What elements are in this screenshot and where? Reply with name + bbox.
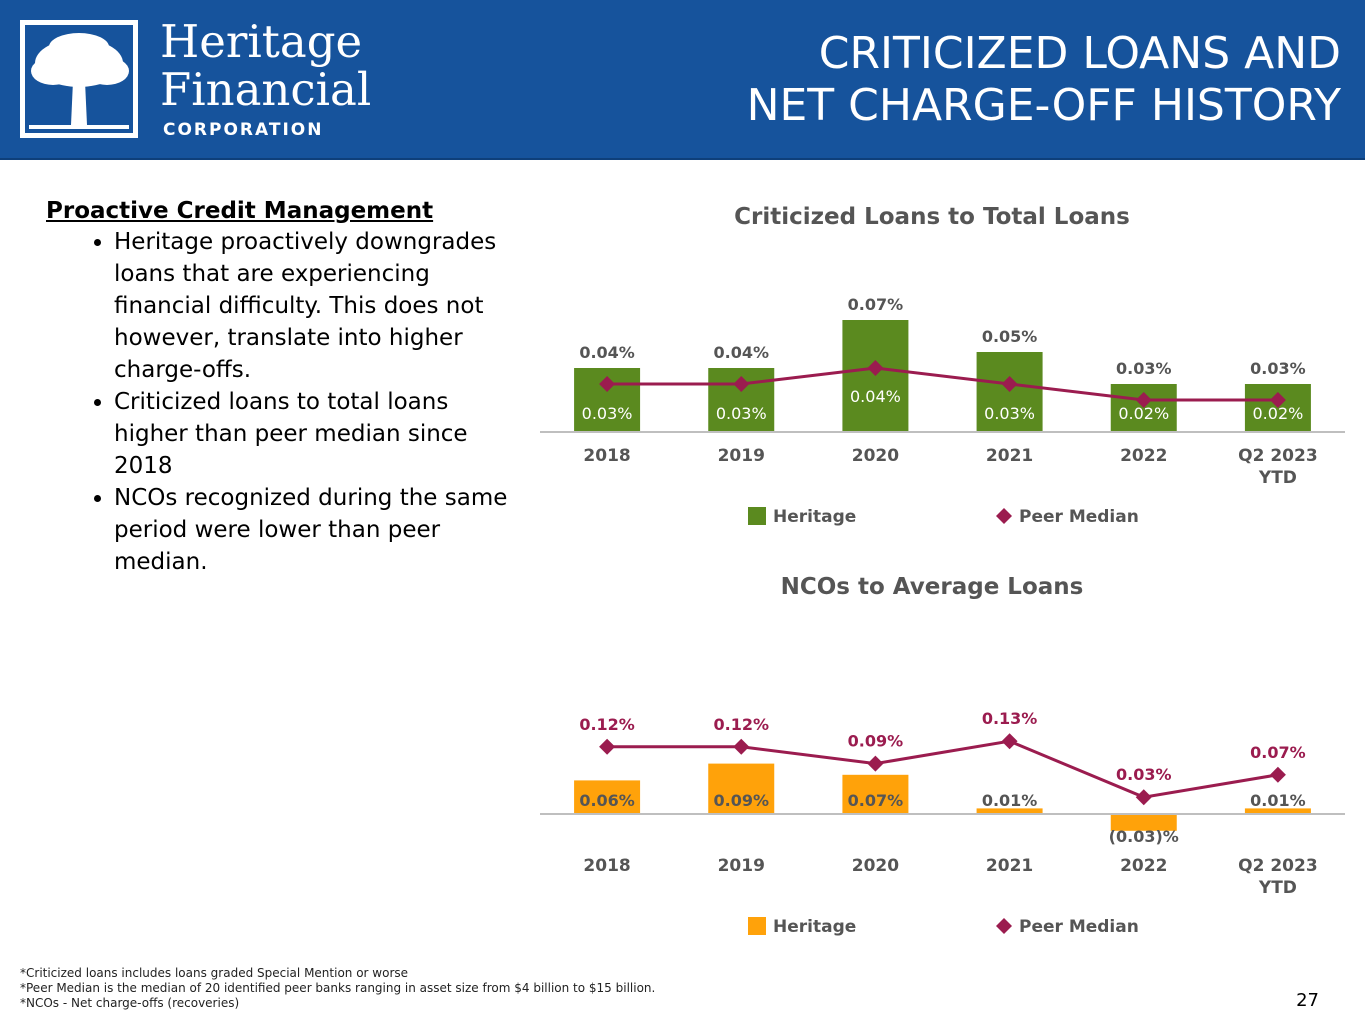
category-label: 2021 [986,446,1033,466]
legend-heritage-label: Heritage [773,507,856,527]
bar-label: 0.05% [982,327,1038,346]
peer-median-point [1001,733,1018,750]
commentary-bullet-3: NCOs recognized during the same period w… [114,482,516,578]
peer-median-line [607,739,1279,799]
bar-label: 0.03% [1116,359,1172,378]
peer-median-label: 0.12% [579,715,635,734]
logo-line1: Heritage [160,15,363,68]
peer-median-point [1269,392,1286,408]
peer-median-point [599,376,616,392]
title-line2: NET CHARGE-OFF HISTORY [746,80,1341,131]
category-label: YTD [1258,468,1297,488]
chart-title: Criticized Loans to Total Loans [734,204,1130,230]
logo-line2: Financial [160,63,372,116]
footnote-3: *NCOs - Net charge-offs (recoveries) [20,996,240,1010]
page-title: CRITICIZED LOANS AND NET CHARGE-OFF HIST… [747,28,1341,132]
legend-peer-median-label: Peer Median [1019,507,1139,527]
peer-median-point [1269,766,1286,783]
criticized-loans-chart: Criticized Loans to Total Loans 0.04% 0.04… [540,204,1345,527]
category-label: 2018 [583,446,630,466]
peer-median-point [1001,376,1018,392]
peer-median-label: 0.13% [982,709,1038,728]
commentary-list: Heritage proactively downgrades loans th… [46,226,516,578]
peer-median-point [867,755,884,772]
category-label: Q2 2023 [1238,446,1318,466]
legend-heritage-swatch [748,917,766,935]
logo-box [20,20,138,138]
logo-corporation: CORPORATION [163,120,324,140]
bar-label: 0.06% [579,791,635,810]
peer-median-label: 0.07% [1250,743,1306,762]
peer-median-label: 0.03% [716,404,767,423]
tree-logo-icon [25,25,133,133]
bar-2020 [842,320,909,432]
legend-peer-median-marker [996,508,1012,524]
footnotes: *Criticized loans includes loans graded … [20,966,655,1011]
bar-label: 0.04% [713,343,769,362]
legend-heritage-swatch [748,507,766,525]
category-label: 2019 [718,446,765,466]
bar-label: 0.07% [848,295,904,314]
chart-title: NCOs to Average Loans [781,574,1084,600]
bar-q2-2023-ytd [1244,384,1311,432]
category-label: 2021 [986,856,1033,876]
peer-median-label: 0.03% [984,404,1035,423]
bar-label: 0.07% [848,791,904,810]
bar-2021 [976,352,1043,432]
peer-median-label: 0.02% [1118,404,1169,423]
legend-peer-median-label: Peer Median [1019,917,1139,937]
category-label: 2020 [852,446,899,466]
bar-2020 [842,774,909,814]
title-line1: CRITICIZED LOANS AND [818,28,1341,79]
category-label: 2022 [1120,856,1167,876]
category-label: Q2 2023 [1238,856,1318,876]
legend-heritage-label: Heritage [773,917,856,937]
bar-2021 [976,808,1043,814]
peer-median-label: 0.03% [582,404,633,423]
peer-median-label: 0.09% [848,732,904,751]
category-label: YTD [1258,878,1297,898]
footnote-2: *Peer Median is the median of 20 identif… [20,981,656,995]
bar-q2-2023-ytd [1244,808,1311,814]
bar-label: 0.01% [1250,791,1306,810]
bar-2018 [574,780,641,814]
commentary-heading: Proactive Credit Management [46,198,434,224]
bar-2019 [708,763,775,814]
peer-median-point [1135,789,1152,806]
commentary-bullet-1: Heritage proactively downgrades loans th… [114,226,516,386]
logo-wordmark: Heritage Financial [160,18,371,114]
peer-median-point [1135,392,1152,408]
peer-median-line [607,366,1278,402]
bar-label: 0.03% [1250,359,1306,378]
category-label: 2022 [1120,446,1167,466]
bar-label: (0.03)% [1109,827,1179,846]
bar-label: 0.01% [982,791,1038,810]
footnote-1: *Criticized loans includes loans graded … [20,966,409,980]
nco-chart: NCOs to Average Loans 0.06% 0.09% 0.07% 0.01… [540,574,1345,937]
peer-median-label: 0.12% [713,715,769,734]
page-number: 27 [1296,990,1319,1011]
header-banner: Heritage Financial CORPORATION CRITICIZE… [0,0,1365,160]
category-label: 2020 [852,856,899,876]
legend-peer-median-marker [996,918,1012,934]
category-label: 2018 [583,856,630,876]
peer-median-point [733,738,750,755]
peer-median-point [599,738,616,755]
peer-median-label: 0.03% [1116,765,1172,784]
peer-median-point [733,376,750,392]
bar-label: 0.09% [713,791,769,810]
bar-label: 0.04% [579,343,635,362]
peer-median-label: 0.04% [850,387,901,406]
peer-median-point [867,360,884,376]
commentary-bullet-2: Criticized loans to total loans higher t… [114,386,516,482]
peer-median-label: 0.02% [1253,404,1304,423]
commentary-panel: Proactive Credit Management Heritage pro… [46,198,516,578]
category-label: 2019 [718,856,765,876]
bar-2022 [1110,814,1177,831]
